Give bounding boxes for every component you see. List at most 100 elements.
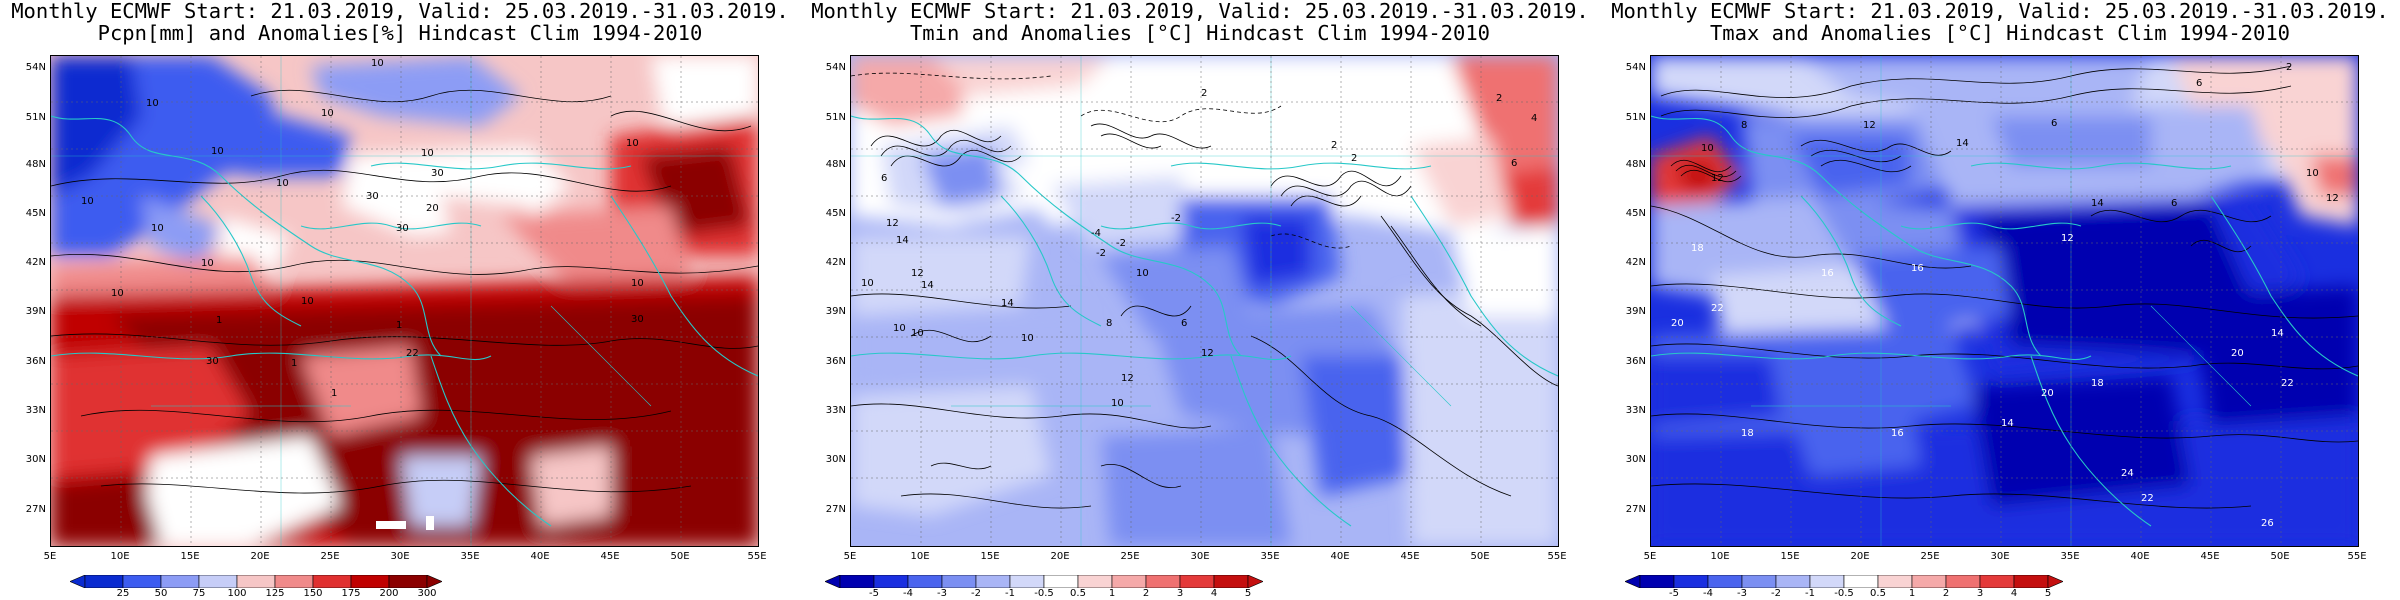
colorbar-swatch (873, 575, 909, 588)
longitude-label: 5E (1643, 551, 1657, 562)
contour-label: 8 (1741, 120, 1747, 131)
latitude-label: 39N (825, 306, 846, 317)
latitude-label: 45N (825, 208, 846, 219)
contour-label: 8 (1106, 318, 1112, 329)
longitude-label: 55E (1547, 551, 1567, 562)
contour-label: 10 (146, 98, 159, 109)
contour-label: 14 (1956, 138, 1969, 149)
contour-label: 1 (291, 358, 297, 369)
colorbar-swatch (388, 575, 428, 588)
contour-label: -2 (1171, 213, 1181, 224)
colorbar-swatch (1945, 575, 1981, 588)
colorbar-swatch (198, 575, 238, 588)
contour-label: 10 (1701, 143, 1714, 154)
contour-label: 2 (1201, 88, 1207, 99)
colorbar-graphic (825, 575, 1263, 588)
contour-label: 14 (1001, 298, 1014, 309)
longitude-label: 5E (843, 551, 857, 562)
latitude-label: 27N (825, 504, 846, 515)
colorbar-tick-label: 4 (1210, 588, 1218, 599)
colorbar-tick-label: 50 (154, 588, 168, 599)
longitude-label: 50E (1470, 551, 1490, 562)
longitude-label: 35E (460, 551, 480, 562)
contour-label: 2 (2286, 62, 2292, 73)
contour-label-group: 6 2 6 8 10 12 12 14 10 12 14 6 18 16 16 … (1671, 62, 2339, 529)
colorbar-tick-label: 5 (1244, 588, 1252, 599)
contour-label: 2 (1331, 140, 1337, 151)
colorbar-tick-label: -4 (903, 588, 913, 599)
contour-label: 2 (1496, 93, 1502, 104)
contour-label: 6 (881, 173, 887, 184)
longitude-label: 15E (180, 551, 200, 562)
map-title-line1: Monthly ECMWF Start: 21.03.2019, Valid: … (11, 0, 789, 23)
colorbar-swatch (1639, 575, 1675, 588)
contour-label: 18 (1691, 243, 1704, 254)
contour-label-group: 10 10 10 10 10 10 10 10 30 30 30 20 10 1… (81, 58, 644, 399)
colorbar-swatch (1213, 575, 1249, 588)
contour-label: 26 (2261, 518, 2274, 529)
colorbar-swatch (312, 575, 352, 588)
colorbar-swatch (1843, 575, 1879, 588)
colorbar-tick-label: -0.5 (1034, 588, 1054, 599)
contour-label: 30 (431, 168, 444, 179)
contour-label: 12 (2061, 233, 2074, 244)
colorbar-tick-label: -5 (869, 588, 879, 599)
longitude-label: 30E (390, 551, 410, 562)
colorbar-tick-label: -4 (1703, 588, 1713, 599)
colorbar-tick-label: 1 (1108, 588, 1116, 599)
colorbar-tick-label: 3 (1176, 588, 1184, 599)
tmax-map-panel: Monthly ECMWF Start: 21.03.2019, Valid: … (1600, 0, 2400, 600)
contour-label: 1 (396, 320, 402, 331)
colorbar-swatch (1911, 575, 1947, 588)
contour-label: 10 (151, 223, 164, 234)
latitude-label: 33N (25, 405, 46, 416)
longitude-label: 50E (2270, 551, 2290, 562)
latitude-label: 54N (25, 62, 46, 73)
colorbar-tick-label: -3 (937, 588, 947, 599)
colorbar-tick-label: 1 (1908, 588, 1916, 599)
longitude-label: 20E (1050, 551, 1070, 562)
contour-label: 10 (626, 138, 639, 149)
colorbar-swatch (941, 575, 977, 588)
latitude-label: 51N (825, 112, 846, 123)
latitude-label: 48N (25, 159, 46, 170)
longitude-label: 15E (1780, 551, 1800, 562)
latitude-label: 39N (1625, 306, 1646, 317)
colorbar-swatch (975, 575, 1011, 588)
contour-label: 12 (1201, 348, 1214, 359)
contour-label: 10 (421, 148, 434, 159)
contour-label: 30 (366, 191, 379, 202)
latitude-label: 36N (825, 356, 846, 367)
latitude-label: 36N (1625, 356, 1646, 367)
colorbar-swatch (1009, 575, 1045, 588)
map-title-line2: Pcpn[mm] and Anomalies[%] Hindcast Clim … (97, 21, 703, 45)
colorbar-swatch (1809, 575, 1845, 588)
longitude-label: 35E (2060, 551, 2080, 562)
contour-label: 10 (1021, 333, 1034, 344)
contour-label: 10 (2306, 168, 2319, 179)
colorbar-tick-label: -3 (1737, 588, 1747, 599)
colorbar-swatch (1741, 575, 1777, 588)
colorbar-tick-label: 25 (116, 588, 130, 599)
tmin-map-panel: Monthly ECMWF Start: 21.03.2019, Valid: … (800, 0, 1600, 600)
contour-label: 10 (301, 296, 314, 307)
latitude-label: 42N (825, 257, 846, 268)
contour-label: 14 (2271, 328, 2284, 339)
latitude-label: 33N (1625, 405, 1646, 416)
colorbar-swatch (122, 575, 162, 588)
contour-label: 2 (1351, 153, 1357, 164)
colorbar-swatch (1707, 575, 1743, 588)
contour-label: 6 (1181, 318, 1187, 329)
colorbar-graphic (1625, 575, 2063, 588)
colorbar-tick-label: 200 (379, 588, 399, 599)
tmax-map-area: 6 2 6 8 10 12 12 14 10 12 14 6 18 16 16 … (1650, 55, 2359, 547)
contour-label: 16 (1891, 428, 1904, 439)
contour-label: 24 (2121, 468, 2134, 479)
contour-label: 20 (2041, 388, 2054, 399)
contour-label: 12 (1711, 173, 1724, 184)
longitude-label: 45E (1400, 551, 1420, 562)
contour-label: 10 (911, 328, 924, 339)
longitude-label: 25E (1920, 551, 1940, 562)
colorbar-tick-label: 75 (192, 588, 206, 599)
longitude-label: 35E (1260, 551, 1280, 562)
